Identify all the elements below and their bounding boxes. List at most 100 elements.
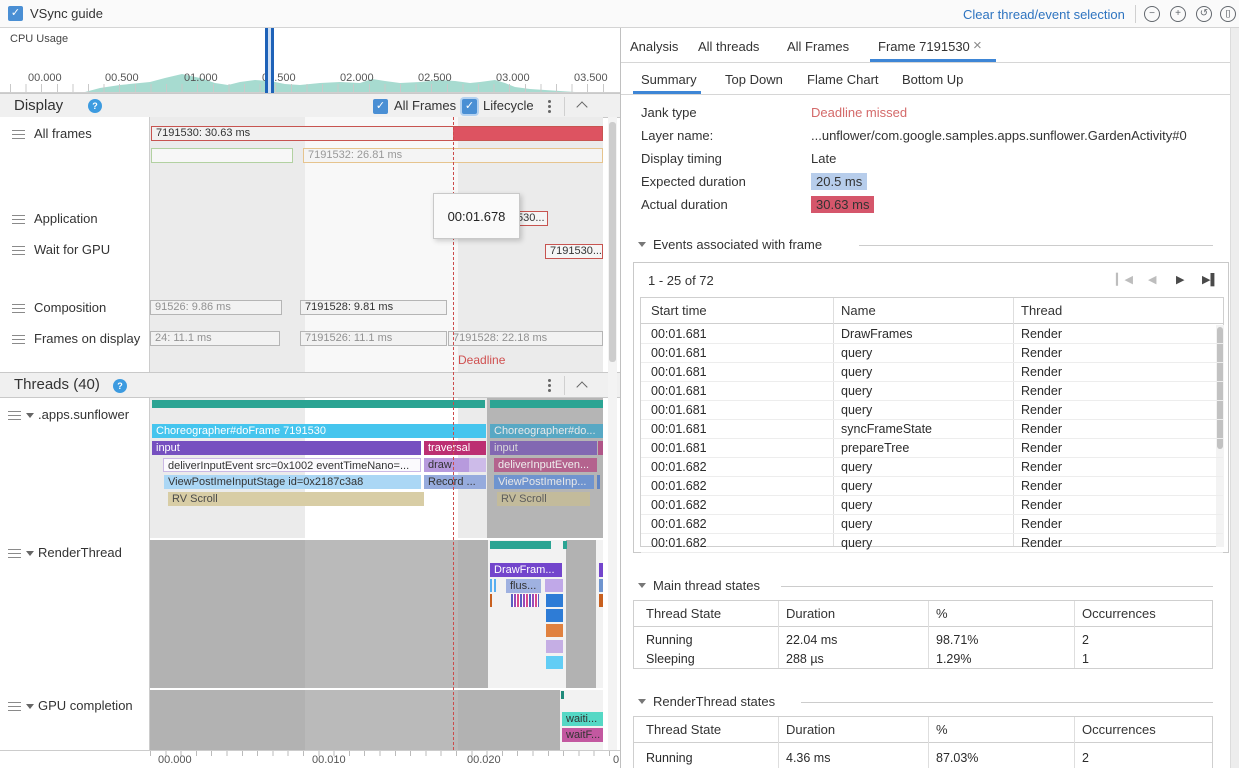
- event-bar-viewpostime-dim-tail[interactable]: [597, 475, 600, 489]
- event-bar-flush[interactable]: flus...: [506, 579, 541, 593]
- event-row[interactable]: 00:01.681 query Render: [641, 363, 1223, 382]
- col-thread[interactable]: Thread: [1021, 303, 1063, 318]
- display-more-options-icon[interactable]: [548, 100, 551, 103]
- event-bar-choreographer-dim[interactable]: Choreographer#do...: [490, 424, 603, 438]
- state-row[interactable]: Running 22.04 ms 98.71% 2: [646, 633, 1089, 647]
- event-sliver-purple[interactable]: [599, 563, 603, 577]
- expand-caret-icon[interactable]: [26, 704, 34, 709]
- main-states-caret-icon[interactable]: [638, 583, 646, 588]
- threads-help-icon[interactable]: ?: [113, 379, 127, 393]
- event-bar-input[interactable]: input: [152, 441, 421, 455]
- event-tick[interactable]: [490, 579, 492, 592]
- event-block-blue[interactable]: [546, 609, 563, 622]
- event-block-blue[interactable]: [546, 594, 563, 607]
- subtab-top-down[interactable]: Top Down: [725, 72, 783, 87]
- event-bar-traversal-dim[interactable]: [598, 441, 603, 455]
- event-block-lightblue[interactable]: [546, 656, 563, 669]
- all-frames-checkbox[interactable]: ✓: [373, 99, 388, 114]
- event-bar-deliver-input[interactable]: deliverInputEvent src=0x1002 eventTimeNa…: [163, 458, 421, 472]
- event-bar-drawframes[interactable]: DrawFram...: [490, 563, 562, 577]
- render-states-caret-icon[interactable]: [638, 699, 646, 704]
- event-bar-waitfence[interactable]: waitF...: [562, 728, 603, 742]
- tab-all-threads[interactable]: All threads: [698, 39, 760, 54]
- event-bar-draw-tail[interactable]: [469, 458, 486, 472]
- event-bar-lavender[interactable]: [545, 579, 563, 592]
- next-page-icon[interactable]: ▶: [1176, 274, 1185, 286]
- vsync-guide-checkbox[interactable]: ✓: [8, 6, 23, 21]
- event-bar-traversal[interactable]: traversal: [424, 441, 486, 455]
- event-bar-viewpostime-dim[interactable]: ViewPostImeInp...: [494, 475, 594, 489]
- zoom-in-icon[interactable]: +: [1170, 6, 1186, 22]
- thread-state-running-bar-dim[interactable]: [490, 400, 603, 408]
- col-start-time[interactable]: Start time: [651, 303, 707, 318]
- cpu-usage-minimap[interactable]: CPU Usage 00.000 00.500 01.000 01.500 02…: [0, 28, 620, 93]
- lifecycle-checkbox[interactable]: ✓: [462, 99, 477, 114]
- first-page-icon[interactable]: ▎◀: [1116, 274, 1133, 286]
- display-help-icon[interactable]: ?: [88, 99, 102, 113]
- threads-collapse-icon[interactable]: [576, 381, 588, 393]
- gpu-state-sliver[interactable]: [561, 691, 564, 699]
- event-row[interactable]: 00:01.681 DrawFrames Render: [641, 325, 1223, 344]
- wait-gpu-frame-bar[interactable]: 7191530...: [545, 244, 603, 259]
- reset-zoom-icon[interactable]: ↺: [1196, 6, 1212, 22]
- event-row[interactable]: 00:01.682 query Render: [641, 496, 1223, 515]
- renderthread-state-sliver[interactable]: [563, 541, 567, 549]
- frames-on-display-bar-2[interactable]: 7191526: 11.1 ms: [300, 331, 447, 346]
- event-bar-waiting[interactable]: waiti...: [562, 712, 603, 726]
- event-row[interactable]: 00:01.681 query Render: [641, 344, 1223, 363]
- threads-more-options-icon[interactable]: [548, 379, 551, 382]
- event-row[interactable]: 00:01.682 query Render: [641, 515, 1223, 534]
- subtab-flame-chart[interactable]: Flame Chart: [807, 72, 879, 87]
- event-block-orange[interactable]: [546, 624, 563, 637]
- event-row[interactable]: 00:01.681 query Render: [641, 382, 1223, 401]
- drag-handle-icon[interactable]: [12, 304, 25, 313]
- frames-on-display-bar-3[interactable]: 7191528: 22.18 ms: [448, 331, 603, 346]
- events-scrollbar-track[interactable]: [1216, 325, 1224, 547]
- left-scrollbar-thumb[interactable]: [609, 122, 616, 362]
- close-tab-icon[interactable]: ×: [973, 37, 982, 54]
- event-block-lavender[interactable]: [546, 640, 563, 653]
- event-bar-deliver-dim[interactable]: deliverInputEven...: [494, 458, 597, 472]
- tab-frame-7191530[interactable]: Frame 7191530: [878, 39, 970, 54]
- event-row[interactable]: 00:01.681 prepareTree Render: [641, 439, 1223, 458]
- zoom-to-selection-icon[interactable]: []: [1220, 6, 1236, 22]
- frame-bar-empty[interactable]: [151, 148, 293, 163]
- last-page-icon[interactable]: ▶▌: [1202, 274, 1219, 286]
- frames-on-display-bar-1[interactable]: 24: 11.1 ms: [150, 331, 280, 346]
- event-bar-rv-scroll-dim[interactable]: RV Scroll: [497, 492, 590, 506]
- clear-selection-link[interactable]: Clear thread/event selection: [963, 7, 1125, 22]
- event-sliver-orange[interactable]: [599, 594, 603, 607]
- event-row[interactable]: 00:01.682 query Render: [641, 458, 1223, 477]
- event-bar-draw[interactable]: draw: [424, 458, 469, 472]
- event-row[interactable]: 00:01.681 query Render: [641, 401, 1223, 420]
- event-bar-viewpostime[interactable]: ViewPostImeInputStage id=0x2187c3a8: [164, 475, 421, 489]
- col-name[interactable]: Name: [841, 303, 876, 318]
- composition-bar-2[interactable]: 7191528: 9.81 ms: [300, 300, 447, 315]
- event-bar-rv-scroll[interactable]: RV Scroll: [168, 492, 424, 506]
- drag-handle-icon[interactable]: [12, 130, 25, 139]
- event-bar-record[interactable]: Record ...: [424, 475, 486, 489]
- left-scrollbar-track[interactable]: [608, 117, 617, 750]
- drag-handle-icon[interactable]: [12, 246, 25, 255]
- subtab-bottom-up[interactable]: Bottom Up: [902, 72, 964, 87]
- drag-handle-icon[interactable]: [12, 335, 25, 344]
- panel-scrollbar-track[interactable]: [1230, 28, 1239, 768]
- events-scrollbar-thumb[interactable]: [1217, 327, 1223, 449]
- expand-caret-icon[interactable]: [26, 551, 34, 556]
- display-collapse-icon[interactable]: [576, 101, 588, 113]
- state-row[interactable]: Sleeping 288 µs 1.29% 1: [646, 652, 1089, 666]
- event-tick[interactable]: [494, 579, 496, 592]
- zoom-out-icon[interactable]: −: [1144, 6, 1160, 22]
- event-sliver-blue[interactable]: [599, 579, 603, 592]
- event-row[interactable]: 00:01.681 syncFrameState Render: [641, 420, 1223, 439]
- minimap-selection-handle-left[interactable]: [265, 28, 268, 93]
- minimap-selection-handle-right[interactable]: [271, 28, 274, 93]
- event-tick-orange[interactable]: [490, 594, 492, 607]
- subtab-summary[interactable]: Summary: [641, 72, 697, 87]
- event-bar-choreographer[interactable]: Choreographer#doFrame 7191530: [152, 424, 486, 438]
- renderthread-state-running-bar[interactable]: [490, 541, 551, 549]
- event-row[interactable]: 00:01.682 query Render: [641, 534, 1223, 553]
- event-stripes[interactable]: [511, 594, 539, 607]
- event-bar-input-dim[interactable]: input: [490, 441, 597, 455]
- tab-all-frames[interactable]: All Frames: [787, 39, 850, 54]
